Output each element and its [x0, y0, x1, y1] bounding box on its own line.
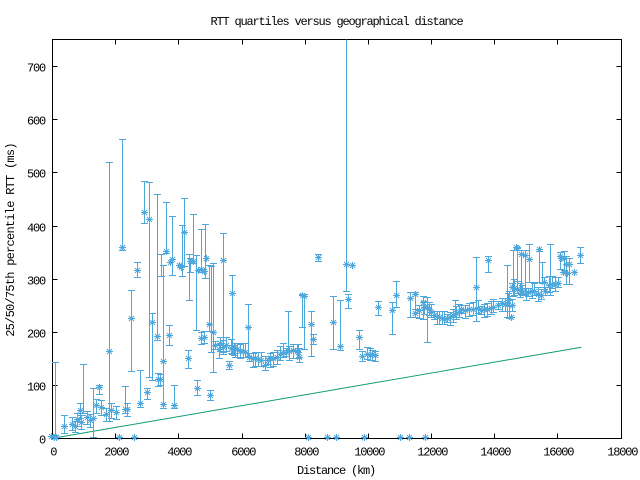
- svg-text:600: 600: [27, 115, 46, 129]
- svg-text:100: 100: [27, 381, 46, 395]
- svg-text:500: 500: [27, 168, 46, 182]
- svg-text:16000: 16000: [543, 446, 574, 460]
- svg-text:12000: 12000: [417, 446, 448, 460]
- svg-text:18000: 18000: [607, 446, 638, 460]
- svg-text:25/50/75th percentile RTT (ms): 25/50/75th percentile RTT (ms): [4, 143, 18, 337]
- svg-text:RTT quartiles versus geographi: RTT quartiles versus geographical distan…: [210, 15, 463, 29]
- svg-text:8000: 8000: [294, 446, 319, 460]
- svg-text:200: 200: [27, 328, 46, 342]
- svg-text:300: 300: [27, 275, 46, 289]
- svg-text:400: 400: [27, 222, 46, 236]
- svg-text:0: 0: [39, 434, 46, 448]
- svg-text:Distance (km): Distance (km): [297, 464, 375, 478]
- svg-text:6000: 6000: [231, 446, 256, 460]
- svg-text:700: 700: [27, 62, 46, 76]
- svg-text:2000: 2000: [104, 446, 129, 460]
- svg-text:0: 0: [50, 446, 57, 460]
- svg-text:14000: 14000: [480, 446, 511, 460]
- svg-text:4000: 4000: [167, 446, 192, 460]
- svg-text:10000: 10000: [354, 446, 385, 460]
